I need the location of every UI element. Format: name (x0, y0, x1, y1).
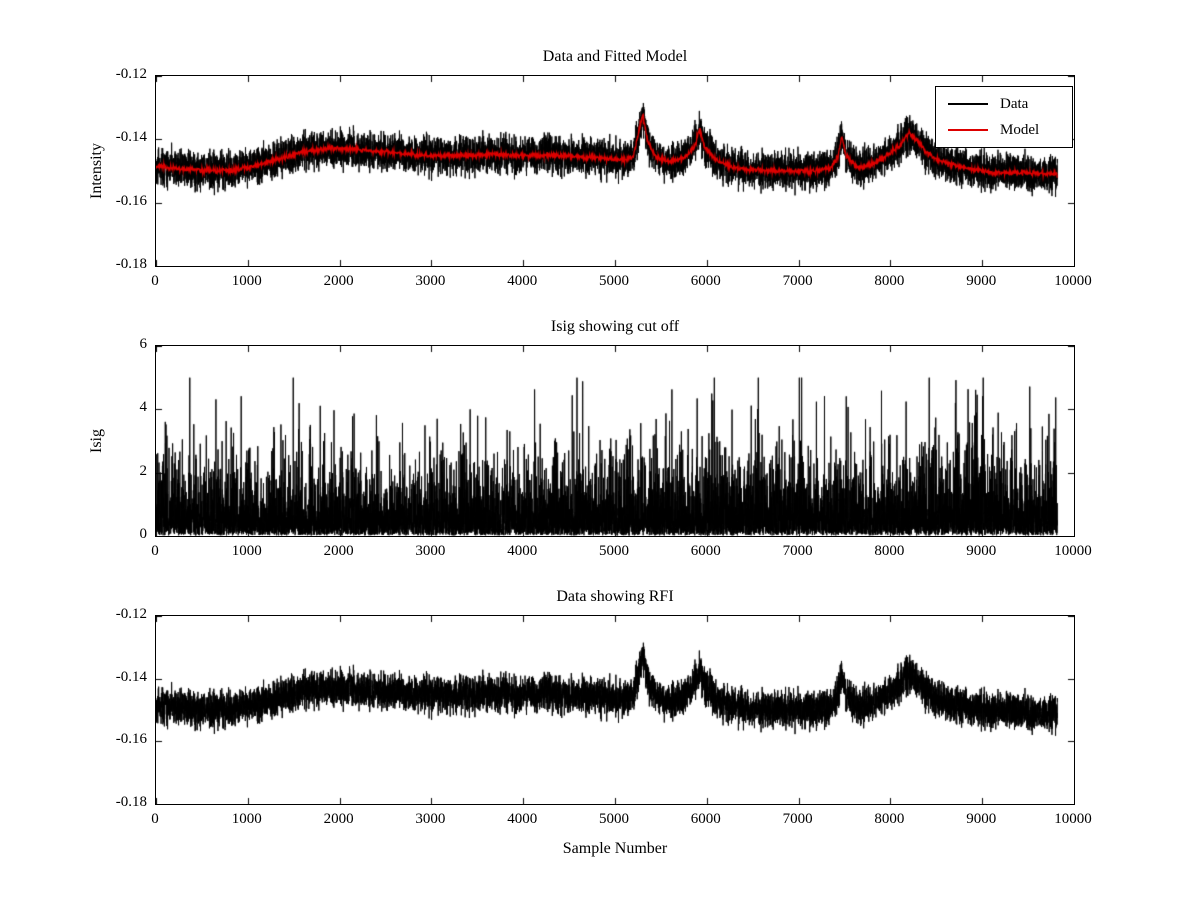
x-axis-label-sample-number: Sample Number (562, 840, 668, 857)
y-tick-label: -0.18 (115, 794, 147, 810)
x-tick-label: 9000 (966, 811, 997, 827)
x-tick-label: 3000 (415, 543, 446, 559)
y-tick-label: 2 (139, 462, 148, 479)
x-tick-label: 1000 (231, 543, 262, 559)
x-tick-label: 8000 (874, 811, 905, 827)
y-tick-label: -0.12 (115, 606, 147, 622)
axes-box-middle (155, 345, 1075, 537)
y-tick-label: -0.12 (115, 66, 147, 82)
legend: Data Model (935, 86, 1073, 148)
legend-entry-model: Model (948, 121, 1060, 139)
x-tick-label: 7000 (782, 543, 813, 559)
x-tick-label: 6000 (690, 811, 721, 827)
x-tick-label: 7000 (782, 811, 813, 827)
y-axis-label-isig: Isig (88, 429, 105, 453)
x-tick-label: 2000 (323, 273, 354, 289)
x-tick-label: 5000 (599, 543, 629, 559)
y-tick-label: -0.14 (115, 668, 147, 685)
plot-title-isig: Isig showing cut off (550, 318, 680, 335)
y-tick-label: 0 (139, 526, 148, 542)
x-tick-label: 3000 (415, 811, 446, 827)
x-tick-label: 3000 (415, 273, 446, 289)
axes-box-bottom (155, 615, 1075, 805)
legend-line-model (948, 129, 988, 131)
legend-entry-data: Data (948, 95, 1060, 113)
legend-line-data (948, 103, 988, 105)
x-tick-label: 1000 (231, 273, 262, 289)
plot-title-rfi: Data showing RFI (556, 588, 674, 605)
x-tick-label: 8000 (874, 543, 905, 559)
x-tick-label: 0 (151, 273, 159, 289)
x-tick-label: 2000 (323, 543, 354, 559)
x-tick-label: 10000 (1054, 811, 1092, 827)
x-tick-label: 6000 (690, 543, 721, 559)
legend-label-data: Data (1000, 95, 1029, 112)
y-tick-label: 6 (139, 336, 148, 352)
x-tick-label: 0 (151, 543, 159, 559)
y-tick-label: -0.16 (115, 731, 147, 748)
x-tick-label: 6000 (690, 273, 721, 289)
x-tick-label: 4000 (507, 543, 538, 559)
x-tick-label: 9000 (966, 273, 997, 289)
x-tick-label: 7000 (782, 273, 813, 289)
x-tick-label: 2000 (323, 811, 354, 827)
y-tick-label: -0.18 (115, 256, 147, 272)
x-tick-label: 10000 (1054, 543, 1092, 559)
x-tick-label: 4000 (507, 273, 538, 289)
y-tick-label: -0.16 (115, 192, 147, 209)
plot-title-data-and-model: Data and Fitted Model (542, 48, 688, 65)
x-tick-label: 9000 (966, 543, 997, 559)
x-tick-label: 5000 (599, 811, 629, 827)
x-tick-label: 4000 (507, 811, 538, 827)
legend-label-model: Model (1000, 121, 1040, 138)
plot-canvas-1 (156, 346, 1074, 536)
y-tick-label: 4 (139, 399, 148, 416)
x-tick-label: 8000 (874, 273, 905, 289)
y-axis-label-intensity: Intensity (88, 143, 105, 199)
x-tick-label: 1000 (231, 811, 262, 827)
x-tick-label: 0 (151, 811, 159, 827)
x-tick-label: 10000 (1054, 273, 1092, 289)
axes-box-top (155, 75, 1075, 267)
plot-canvas-2 (156, 616, 1074, 804)
plot-canvas-0 (156, 76, 1074, 266)
y-tick-label: -0.14 (115, 129, 147, 146)
x-tick-label: 5000 (599, 273, 629, 289)
